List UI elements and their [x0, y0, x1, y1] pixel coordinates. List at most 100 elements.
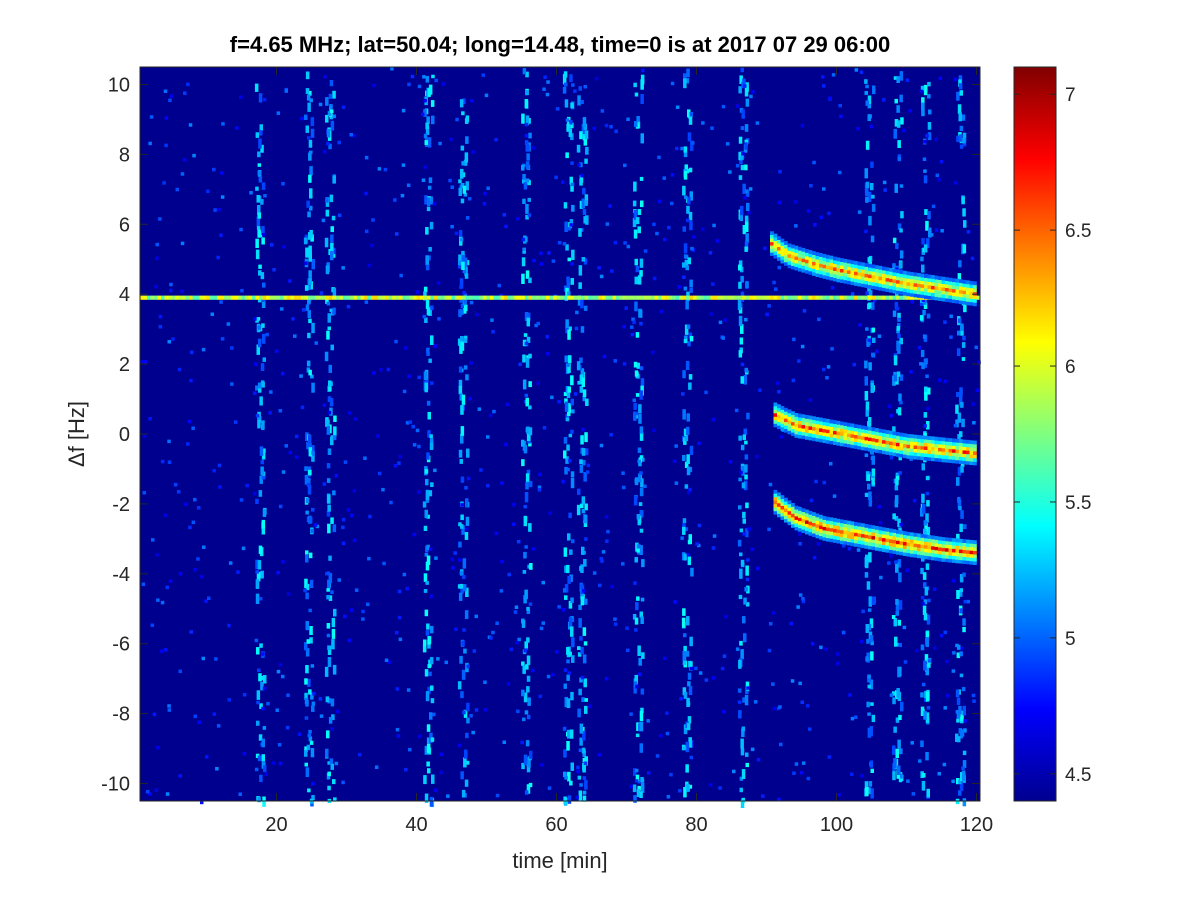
- carrier-cell: [322, 295, 326, 300]
- trace-cell: [882, 432, 886, 437]
- noise-cell: [623, 241, 627, 245]
- trace-cell: [882, 541, 886, 546]
- noise-cell: [377, 167, 382, 171]
- trace-cell: [857, 442, 862, 447]
- noise-cell: [308, 90, 312, 96]
- noise-cell: [865, 401, 870, 412]
- noise-cell: [905, 568, 910, 573]
- noise-cell: [682, 409, 686, 420]
- trace-cell: [945, 551, 949, 556]
- carrier-cell: [976, 295, 981, 300]
- noise-cell: [634, 301, 638, 312]
- noise-cell: [423, 109, 427, 117]
- trace-cell: [896, 540, 900, 545]
- trace-cell: [945, 444, 949, 449]
- trace-cell: [819, 274, 823, 278]
- noise-cell: [469, 361, 473, 365]
- noise-cell: [259, 643, 263, 648]
- noise-cell: [566, 123, 570, 132]
- noise-cell: [173, 483, 178, 487]
- noise-cell: [327, 785, 331, 791]
- noise-cell: [865, 787, 869, 797]
- trace-cell: [962, 293, 967, 298]
- noise-cell: [323, 75, 327, 79]
- noise-cell: [741, 109, 745, 119]
- noise-cell: [523, 504, 527, 509]
- carrier-cell: [903, 295, 907, 300]
- noise-cell: [495, 793, 500, 798]
- noise-cell: [867, 102, 872, 109]
- trace-cell: [847, 266, 851, 271]
- noise-cell: [564, 584, 569, 593]
- noise-cell: [527, 697, 531, 706]
- trace-cell: [812, 526, 816, 530]
- carrier-cell: [192, 295, 197, 300]
- noise-cell: [306, 482, 311, 487]
- trace-cell: [934, 457, 939, 462]
- noise-cell: [875, 349, 879, 354]
- noise-cell: [571, 409, 575, 414]
- noise-cell: [581, 448, 586, 456]
- trace-cell: [966, 557, 970, 561]
- trace-cell: [780, 245, 785, 250]
- noise-cell: [582, 731, 586, 741]
- noise-cell: [963, 524, 967, 530]
- noise-cell: [919, 315, 924, 321]
- noise-cell: [459, 571, 464, 575]
- trace-cell: [857, 540, 862, 544]
- noise-cell: [306, 367, 311, 373]
- noise-cell: [524, 790, 529, 795]
- carrier-cell: [612, 295, 617, 300]
- noise-cell: [878, 521, 883, 525]
- noise-cell: [577, 95, 581, 106]
- carrier-cell: [469, 295, 473, 300]
- noise-cell: [308, 442, 312, 452]
- noise-cell: [548, 511, 552, 515]
- noise-cell: [638, 413, 642, 424]
- noise-cell: [230, 346, 234, 350]
- noise-cell: [739, 337, 744, 345]
- noise-cell: [686, 701, 691, 706]
- noise-cell: [326, 301, 331, 306]
- noise-cell: [849, 772, 854, 776]
- noise-cell: [567, 795, 572, 804]
- noise-cell: [922, 309, 926, 316]
- noise-cell: [801, 599, 806, 604]
- trace-cell: [868, 440, 872, 445]
- noise-cell: [538, 472, 542, 477]
- noise-cell: [579, 464, 584, 473]
- trace-cell: [920, 435, 925, 440]
- noise-cell: [812, 160, 816, 165]
- noise-cell: [581, 496, 586, 505]
- noise-cell: [534, 323, 538, 328]
- colorbar-tick-label: 4.5: [1065, 765, 1091, 786]
- trace-cell: [973, 540, 977, 545]
- noise-cell: [326, 478, 331, 483]
- trace-cell: [777, 425, 781, 430]
- noise-cell: [581, 546, 585, 555]
- noise-cell: [511, 522, 516, 526]
- carrier-cell: [290, 295, 295, 300]
- trace-cell: [861, 446, 865, 451]
- noise-cell: [809, 184, 813, 188]
- trace-cell: [861, 439, 865, 444]
- noise-cell: [474, 708, 479, 712]
- noise-cell: [921, 264, 925, 273]
- noise-cell: [332, 114, 336, 119]
- trace-cell: [948, 544, 953, 549]
- noise-cell: [604, 677, 609, 681]
- noise-cell: [196, 557, 200, 561]
- trace-cell: [798, 257, 802, 262]
- trace-cell: [864, 426, 869, 430]
- trace-cell: [875, 533, 879, 537]
- trace-cell: [952, 288, 956, 293]
- trace-cell: [812, 512, 816, 516]
- trace-cell: [889, 278, 893, 283]
- trace-cell: [913, 546, 918, 551]
- noise-cell: [962, 618, 966, 626]
- trace-cell: [941, 547, 946, 552]
- noise-cell: [943, 706, 947, 710]
- trace-cell: [966, 460, 970, 465]
- trace-cell: [777, 499, 781, 504]
- noise-cell: [685, 426, 690, 435]
